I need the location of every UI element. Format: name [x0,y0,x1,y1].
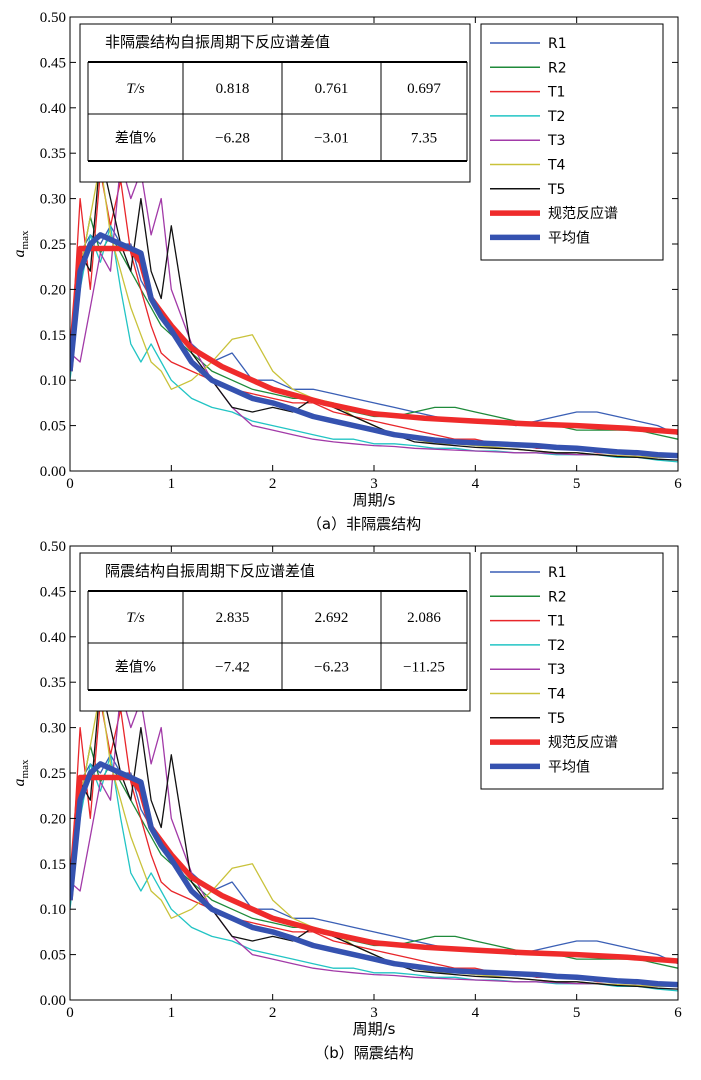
series-line-code [70,774,678,964]
legend-label: T3 [547,133,565,149]
legend-label: T5 [547,182,565,198]
x-tick-label: 2 [269,476,277,492]
y-tick-label: 0.45 [40,55,66,71]
y-tick-label: 0.00 [40,464,66,480]
figure-caption: （a）非隔震结构 [307,515,421,533]
table-cell-period: 0.697 [407,81,441,97]
chart-panel-a: 0.00 0.05 0.10 0.15 0.20 0.25 0.30 0.35 0.40 0.45… [11,10,682,533]
legend-label: R1 [548,36,567,52]
legend-label: T3 [547,662,565,678]
legend-frame [480,552,664,790]
legend-label: 平均值 [548,230,590,246]
table-row-label: T/s [126,610,145,626]
y-tick-label: 0.20 [40,282,66,298]
legend-label: T2 [547,109,565,125]
table-cell-period: 2.086 [407,610,441,626]
series-line-mean [70,761,678,988]
series-line-T3 [70,690,678,988]
x-axis-label: 周期/s [353,491,396,509]
y-tick-label: 0.10 [40,373,66,389]
y-tick-label: 0.35 [40,146,66,162]
series-line-T2 [70,225,678,463]
difference-table: 隔震结构自振周期下反应谱差值 T/s 差值% 2.835 2.692 2.086 −7.42… [79,552,471,712]
legend-label: 规范反应谱 [548,734,618,751]
legend-label: T1 [547,614,565,630]
x-tick-label: 5 [573,476,581,492]
y-tick-label: 0.30 [40,721,66,737]
legend-label: 平均值 [548,759,590,775]
y-tick-label: 0.00 [40,993,66,1009]
difference-table: 非隔震结构自振周期下反应谱差值 T/s 差值% 0.818 0.761 0.697 −6.2… [79,23,471,183]
x-tick-label: 4 [472,1005,480,1021]
y-tick-label: 0.30 [40,192,66,208]
y-tick-label: 0.45 [40,584,66,600]
y-tick-label: 0.40 [40,101,66,117]
table-frame [79,552,471,712]
table-cell-difference: −3.01 [314,131,349,147]
table-frame [79,23,471,183]
x-tick-label: 2 [269,1005,277,1021]
x-axis-label: 周期/s [353,1020,396,1038]
y-tick-label: 0.15 [40,857,66,873]
y-tick-label: 0.05 [40,419,66,435]
y-tick-label: 0.40 [40,630,66,646]
table-cell-difference: −6.23 [314,660,349,676]
y-tick-label: 0.50 [40,539,66,555]
series-group [70,152,678,463]
y-tick-label: 0.05 [40,948,66,964]
table-cell-difference: −11.25 [403,660,445,676]
legend-label: T5 [547,711,565,727]
x-tick-label: 1 [168,1005,176,1021]
legend-label: T2 [547,638,565,654]
x-tick-label: 6 [674,1005,682,1021]
y-tick-label: 0.50 [40,10,66,26]
table-row-label: T/s [126,81,145,97]
table-title: 隔震结构自振周期下反应谱差值 [105,562,315,580]
legend-label: 规范反应谱 [548,205,618,222]
table-cell-period: 2.835 [216,610,250,626]
x-tick-label: 5 [573,1005,581,1021]
legend-label: T4 [547,158,566,174]
x-tick-label: 3 [370,476,378,492]
y-axis-label: amax [11,759,31,786]
x-tick-label: 0 [66,1005,74,1021]
table-title: 非隔震结构自振周期下反应谱差值 [105,33,330,51]
table-cell-difference: −6.28 [215,131,250,147]
series-line-code [70,245,678,435]
series-group [70,681,678,992]
legend-label: R1 [548,565,567,581]
y-axis-label: amax [11,230,31,257]
table-row-label: 差值% [115,660,156,676]
y-tick-label: 0.10 [40,902,66,918]
table-row-label: 差值% [115,131,156,147]
series-line-mean [70,232,678,459]
table-cell-period: 0.818 [216,81,250,97]
legend-label: T4 [547,687,566,703]
legend-label: R2 [548,589,567,605]
series-line-T2 [70,754,678,992]
chart-panel-b: 0.00 0.05 0.10 0.15 0.20 0.25 0.30 0.35 0.40 0.45… [11,539,682,1062]
legend-label: T1 [547,85,565,101]
series-line-T3 [70,161,678,459]
y-tick-label: 0.15 [40,328,66,344]
table-cell-difference: −7.42 [215,660,250,676]
y-tick-label: 0.25 [40,766,66,782]
table-cell-period: 0.761 [315,81,349,97]
y-tick-label: 0.35 [40,675,66,691]
x-tick-label: 4 [472,476,480,492]
x-tick-label: 0 [66,476,74,492]
table-cell-difference: 7.35 [411,131,437,147]
y-tick-label: 0.25 [40,237,66,253]
table-cell-period: 2.692 [315,610,349,626]
y-tick-label: 0.20 [40,811,66,827]
x-tick-label: 1 [168,476,176,492]
legend-label: R2 [548,60,567,76]
x-tick-label: 6 [674,476,682,492]
x-tick-label: 3 [370,1005,378,1021]
legend-frame [480,23,664,261]
figure-caption: （b）隔震结构 [314,1044,414,1062]
